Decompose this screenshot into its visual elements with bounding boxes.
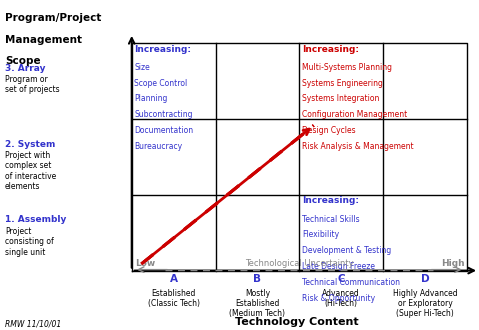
Text: Configuration Management: Configuration Management [302,110,407,119]
Text: Late Design Freeze: Late Design Freeze [302,262,375,271]
Text: A: A [170,274,178,284]
Text: Increasing:: Increasing: [134,45,191,53]
Text: Planning: Planning [134,94,168,103]
Text: Bureaucracy: Bureaucracy [134,142,182,151]
Text: Technological Uncertainty: Technological Uncertainty [245,259,354,268]
Text: Scope: Scope [5,56,40,66]
Text: C: C [338,274,345,284]
Text: Subcontracting: Subcontracting [134,110,193,119]
Text: (Super Hi-Tech): (Super Hi-Tech) [396,309,454,317]
Text: Established: Established [235,299,280,308]
Text: 3. Array: 3. Array [5,64,46,73]
Text: RMW 11/10/01: RMW 11/10/01 [5,319,61,328]
Text: Technical Communication: Technical Communication [302,278,400,287]
Text: Systems Engineering: Systems Engineering [302,79,383,87]
Text: B: B [253,274,262,284]
Text: Project with
complex set
of interactive
elements: Project with complex set of interactive … [5,151,56,191]
Text: (Medium Tech): (Medium Tech) [229,309,285,317]
Text: D: D [421,274,430,284]
Text: Highly Advanced: Highly Advanced [393,289,457,298]
Text: Project
consisting of
single unit: Project consisting of single unit [5,227,54,256]
Text: Development & Testing: Development & Testing [302,246,391,255]
Text: Advanced: Advanced [322,289,360,298]
Text: Risk & Opportunity: Risk & Opportunity [302,294,375,303]
Text: Technology Content: Technology Content [235,317,359,327]
Text: (Hi-Tech): (Hi-Tech) [325,299,358,308]
Text: Program/Project: Program/Project [5,13,101,23]
Text: Program or
set of projects: Program or set of projects [5,75,59,94]
Text: Multi-Systems Planning: Multi-Systems Planning [302,63,392,72]
Text: Risk Analysis & Management: Risk Analysis & Management [302,142,413,151]
Text: Technical Skills: Technical Skills [302,214,359,223]
Text: 1. Assembly: 1. Assembly [5,215,66,224]
Text: Increasing:: Increasing: [302,45,359,53]
Text: Low: Low [136,259,156,268]
Text: Mostly: Mostly [245,289,270,298]
Text: (Classic Tech): (Classic Tech) [148,299,200,308]
Text: Documentation: Documentation [134,126,193,135]
Text: 2. System: 2. System [5,140,55,148]
Text: Established: Established [151,289,196,298]
Text: Design Cycles: Design Cycles [302,126,355,135]
Text: Management: Management [5,35,82,45]
Text: or Exploratory: or Exploratory [398,299,453,308]
Text: Flexibility: Flexibility [302,230,339,239]
Text: Increasing:: Increasing: [302,196,359,205]
Text: Size: Size [134,63,150,72]
Text: High: High [441,259,465,268]
Text: Systems Integration: Systems Integration [302,94,379,103]
Text: Scope Control: Scope Control [134,79,187,87]
